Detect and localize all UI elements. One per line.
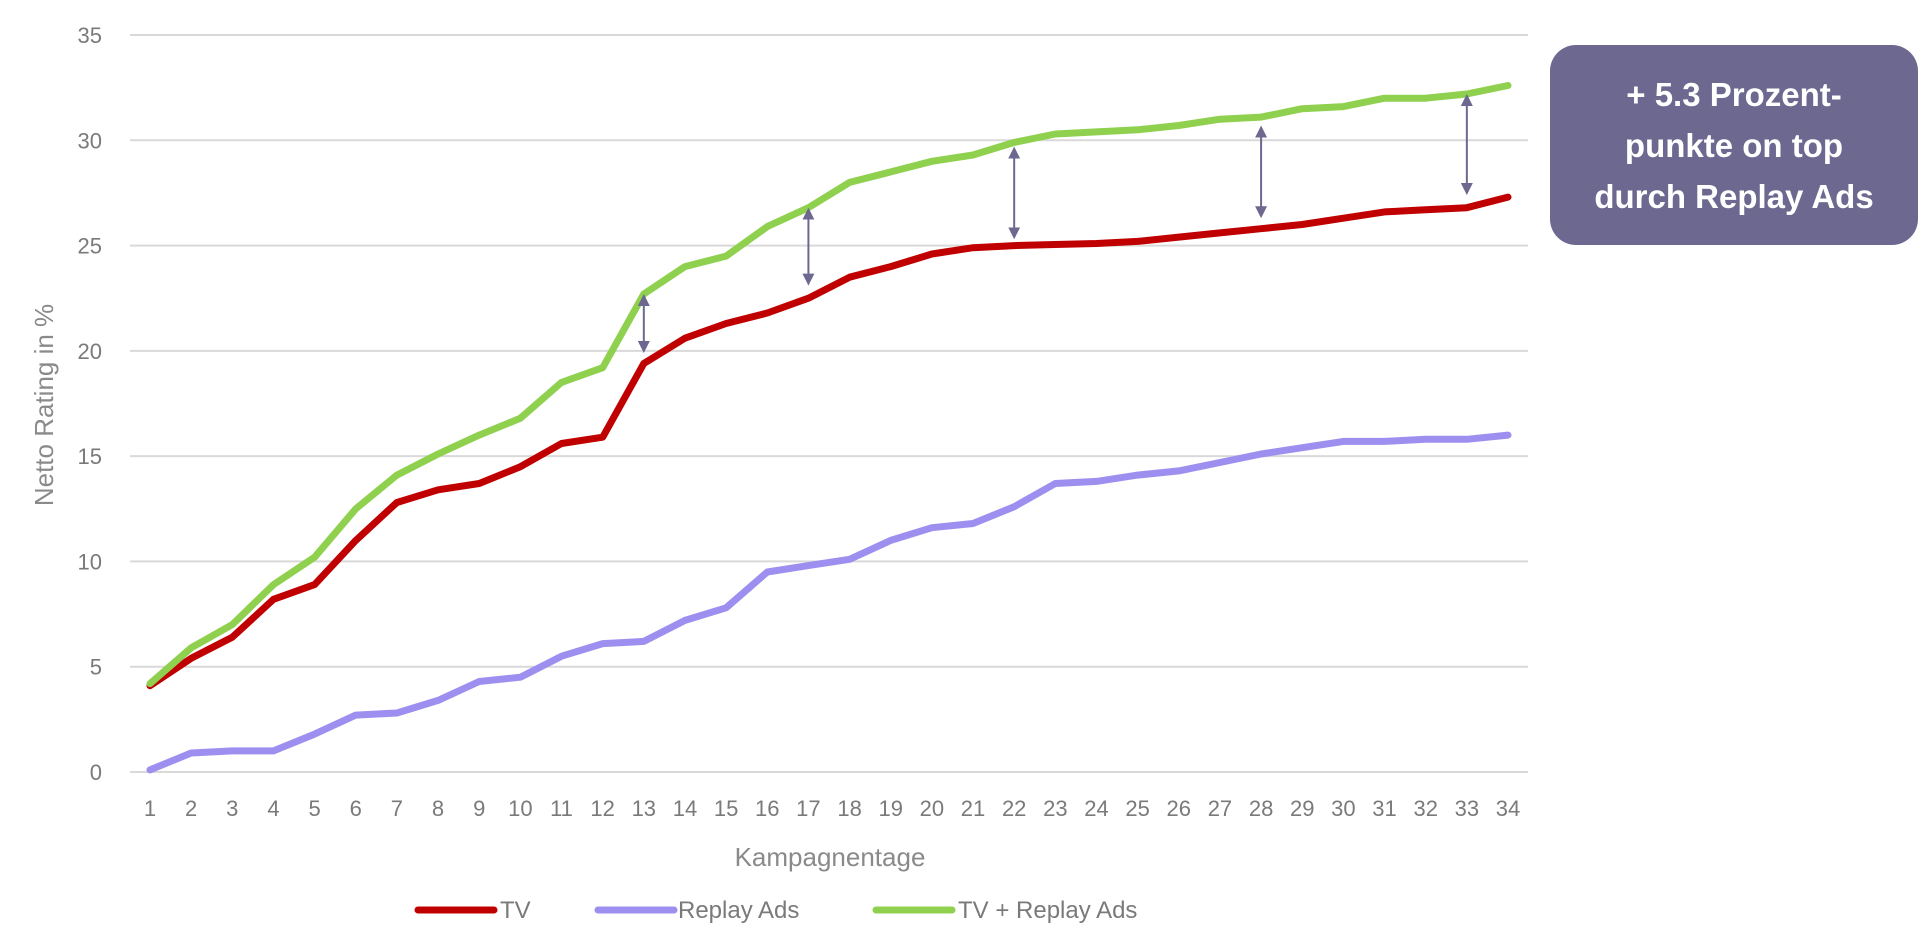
- difference-arrows: [637, 93, 1473, 353]
- y-tick-label: 35: [78, 23, 102, 48]
- x-tick-label: 15: [714, 796, 738, 821]
- x-tick-label: 12: [590, 796, 614, 821]
- legend-label: TV + Replay Ads: [958, 897, 1137, 924]
- x-tick-label: 26: [1167, 796, 1191, 821]
- series-line-tv-replay-ads: [146, 82, 1512, 688]
- y-axis-ticks: 0 5 10 15 20 25 30 35: [78, 23, 102, 785]
- x-tick-label: 5: [308, 796, 320, 821]
- x-tick-label: 24: [1084, 796, 1108, 821]
- x-axis-title: Kampagnentage: [735, 842, 926, 872]
- x-tick-label: 19: [878, 796, 902, 821]
- legend: TV Replay Ads TV + Replay Ads: [414, 897, 1137, 924]
- series-layer: [146, 82, 1512, 774]
- x-tick-label: 13: [632, 796, 656, 821]
- x-tick-label: 4: [267, 796, 279, 821]
- y-tick-label: 20: [78, 339, 102, 364]
- y-tick-label: 5: [90, 655, 102, 680]
- x-tick-label: 29: [1290, 796, 1314, 821]
- x-tick-label: 14: [673, 796, 697, 821]
- y-tick-label: 0: [90, 760, 102, 785]
- y-tick-label: 30: [78, 128, 102, 153]
- x-tick-label: 2: [185, 796, 197, 821]
- x-tick-label: 20: [920, 796, 944, 821]
- x-tick-label: 23: [1043, 796, 1067, 821]
- x-tick-label: 25: [1125, 796, 1149, 821]
- grid-layer: [130, 34, 1528, 773]
- x-tick-label: 22: [1002, 796, 1026, 821]
- y-tick-label: 10: [78, 549, 102, 574]
- x-tick-label: 27: [1208, 796, 1232, 821]
- legend-label: Replay Ads: [678, 897, 799, 924]
- x-tick-label: 30: [1331, 796, 1355, 821]
- callout-box: + 5.3 Prozent- punkte on top durch Repla…: [1550, 45, 1918, 245]
- x-tick-label: 34: [1496, 796, 1520, 821]
- x-tick-label: 10: [508, 796, 532, 821]
- x-tick-label: 9: [473, 796, 485, 821]
- x-tick-label: 32: [1413, 796, 1437, 821]
- x-tick-label: 18: [837, 796, 861, 821]
- legend-label: TV: [500, 897, 531, 924]
- x-tick-label: 3: [226, 796, 238, 821]
- x-tick-label: 31: [1372, 796, 1396, 821]
- series-line-tv: [146, 193, 1512, 690]
- y-tick-label: 25: [78, 234, 102, 259]
- series-line-replay-ads: [146, 431, 1512, 774]
- x-tick-label: 1: [144, 796, 156, 821]
- callout-line-2: punkte on top: [1624, 126, 1844, 164]
- callout-line-1: + 5.3 Prozent-: [1626, 75, 1842, 113]
- x-tick-label: 33: [1455, 796, 1479, 821]
- y-axis-title: Netto Rating in %: [29, 304, 59, 506]
- x-tick-label: 16: [755, 796, 779, 821]
- callout-line-3: durch Replay Ads: [1594, 177, 1874, 215]
- y-tick-label: 15: [78, 444, 102, 469]
- x-tick-label: 6: [350, 796, 362, 821]
- x-tick-label: 8: [432, 796, 444, 821]
- x-tick-label: 17: [796, 796, 820, 821]
- x-tick-label: 7: [391, 796, 403, 821]
- x-tick-label: 28: [1249, 796, 1273, 821]
- x-tick-label: 11: [550, 796, 573, 821]
- x-tick-label: 21: [961, 796, 985, 821]
- x-axis-ticks: 1 2 3 4 5 6 7 8 9 10 11 12 13 14 15 16 17 18 19 20 21 22 23 24 2…: [144, 796, 1520, 821]
